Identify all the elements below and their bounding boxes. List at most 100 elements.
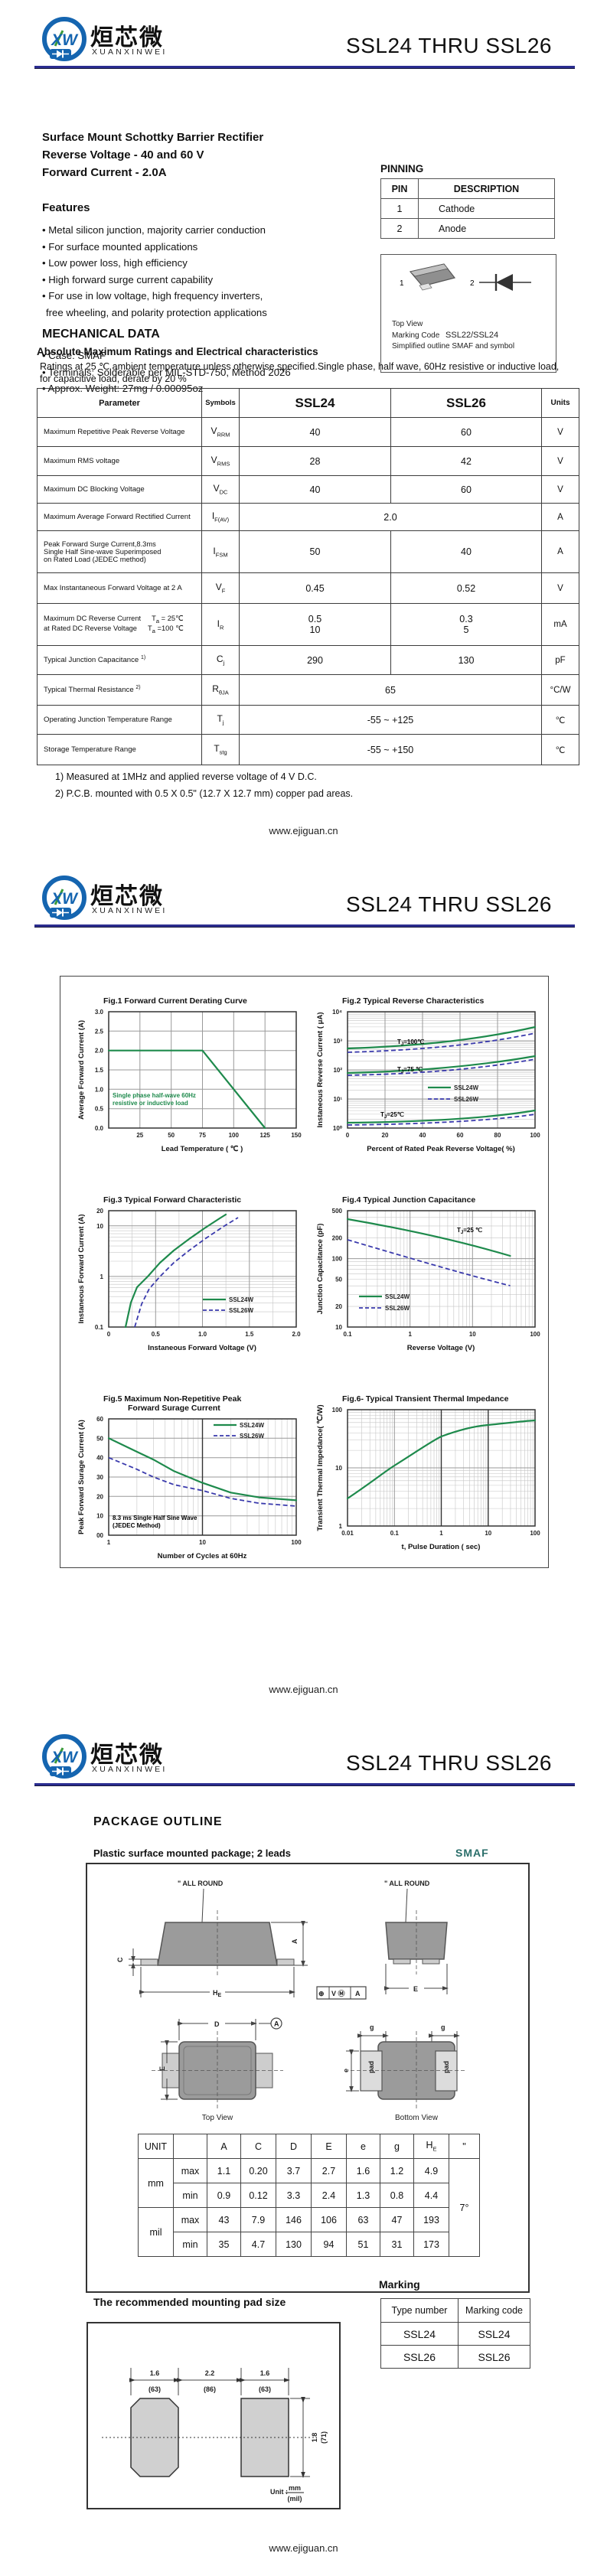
- svg-text:(mil): (mil): [288, 2495, 302, 2503]
- x-axis-label: Reverse Voltage (V): [407, 1344, 475, 1352]
- value-ssl26: 130: [390, 645, 542, 675]
- svg-text:A: A: [274, 2020, 279, 2028]
- plot-border: [347, 1409, 536, 1527]
- logo-green-accent: [54, 30, 64, 47]
- logo-chinese-name: 烜芯微: [90, 25, 164, 51]
- fig2-chart: TJ=100℃ TJ=75 ℃ TJ=25℃ SSL24W SSL26W 10⁴…: [316, 1009, 540, 1153]
- unit: V: [541, 417, 579, 447]
- pin-description: Anode: [418, 218, 555, 239]
- ssl26w-100c-curve: [347, 1032, 536, 1053]
- svg-text:mm: mm: [289, 2484, 301, 2492]
- outline-caption: Simplified outline SMAF and symbol: [392, 342, 515, 351]
- page-1: XW 烜芯微 XUANXINWEI SSL24 THRU SSL26 Surfa…: [0, 0, 607, 859]
- logo-english-name: XUANXINWEI: [92, 1765, 168, 1774]
- features-heading: Features: [42, 201, 90, 214]
- bottom-view-caption: Bottom View: [395, 2114, 439, 2122]
- table-row: Maximum Repetitive Peak Reverse Voltage …: [37, 417, 579, 447]
- unit: A: [541, 503, 579, 531]
- svg-text:60: 60: [96, 1416, 103, 1423]
- gridlines: [348, 1211, 535, 1327]
- headline: Surface Mount Schottky Barrier Rectifier…: [42, 129, 263, 181]
- svg-text:150: 150: [291, 1132, 302, 1139]
- pinning-col-description: DESCRIPTION: [418, 178, 555, 199]
- value-ssl24: 50: [239, 530, 391, 573]
- legend-ssl26w: SSL26W: [240, 1433, 264, 1440]
- dim-E: E: [311, 2134, 347, 2159]
- table-row: SSL26 SSL26: [380, 2345, 530, 2369]
- logo-english-name: XUANXINWEI: [92, 906, 168, 915]
- chart-annotation: 8.3 ms Single Half Sine Wave: [113, 1515, 197, 1521]
- marking-code-line: Marking Code SSL22/SSL24: [381, 331, 556, 340]
- footnote-1: 1) Measured at 1MHz and applied reverse …: [55, 771, 317, 782]
- value-ssl26: 0.3 5: [390, 603, 542, 646]
- figure-6: Fig.6- Typical Transient Thermal Impedan…: [313, 1394, 547, 1579]
- svg-text:0.1: 0.1: [390, 1530, 400, 1537]
- smd-package-drawing: [409, 263, 456, 291]
- y-axis-label: Average Forward Current (A): [77, 1020, 86, 1120]
- company-logo: XW: [42, 1734, 86, 1779]
- y-axis-label: Instaneous Forward Current (A): [77, 1214, 86, 1323]
- company-logo: XW: [42, 17, 86, 61]
- feature-item: • Metal silicon junction, majority carri…: [42, 224, 266, 236]
- unit: A: [541, 530, 579, 573]
- svg-text:100: 100: [332, 1256, 343, 1263]
- svg-text:500: 500: [332, 1208, 343, 1215]
- y-ticks: 60 50 40 30 20 10 00: [96, 1416, 103, 1539]
- table-row: mm max 1.1 0.20 3.7 2.7 1.6 1.2 4.9 7°: [138, 2158, 480, 2257]
- mechanical-data-heading: MECHANICAL DATA: [42, 328, 160, 341]
- x-ticks: 1 10 100: [107, 1539, 302, 1546]
- value-both: -55 ~ +125: [239, 705, 542, 735]
- x-ticks: 0.1 1 10 100: [343, 1331, 540, 1338]
- page-title: SSL24 THRU SSL26: [346, 1751, 552, 1775]
- col-parameter: Parameter: [37, 388, 202, 418]
- mech-item: • Case: SMAF: [42, 350, 106, 361]
- ssl24w-curve: [107, 1437, 298, 1502]
- y-ticks: 100 10 1: [332, 1407, 343, 1530]
- svg-text:125: 125: [260, 1132, 271, 1139]
- unit: ℃: [541, 734, 579, 765]
- unit: ℃: [541, 705, 579, 735]
- figure-1: Fig.1 Forward Current Derating Curve Sin…: [74, 996, 308, 1181]
- mounting-pad-heading: The recommended mounting pad size: [93, 2296, 286, 2308]
- figure-4: Fig.4 Typical Junction Capacitance TJ=25…: [313, 1195, 547, 1380]
- svg-text:100: 100: [291, 1539, 302, 1546]
- param: Maximum RMS voltage: [37, 446, 202, 476]
- marking-heading: Marking: [379, 2278, 420, 2291]
- svg-text:100: 100: [229, 1132, 240, 1139]
- ssl24w-75c-curve: [346, 1055, 537, 1074]
- svg-text:100: 100: [332, 1407, 343, 1414]
- plot-border: [108, 1011, 297, 1129]
- package-drawing-box: " ALL ROUND C A HE: [86, 1863, 530, 2293]
- chart-annotation: (JEDEC Method): [113, 1522, 161, 1529]
- svg-text:C: C: [116, 1957, 124, 1962]
- unit: °C/W: [541, 674, 579, 706]
- svg-text:Unit :: Unit :: [270, 2488, 288, 2496]
- ssl26w-curve: [108, 1456, 297, 1507]
- mech-item: • Terminals: Solderable per MIL-STD-750,…: [42, 366, 291, 378]
- symbol: VDC: [201, 475, 240, 504]
- figure-title-line2: Forward Surage Current: [128, 1404, 220, 1413]
- amr-heading: Absolute Maximum Ratings and Electrical …: [37, 346, 318, 357]
- temp-label-25: TJ=25 ℃: [457, 1227, 482, 1235]
- fig4-chart: TJ=25 ℃ SSL24W SSL26W 500 200 100 50 20 10 0.…: [316, 1208, 540, 1352]
- svg-text:0.1: 0.1: [343, 1331, 352, 1338]
- temp-label-100: TJ=100℃: [397, 1039, 424, 1047]
- dim-angle: ": [449, 2134, 480, 2159]
- footer-url: www.ejiguan.cn: [269, 2542, 338, 2554]
- dimensions-table: UNIT A C D E e g HE " mm max 1.1 0.20 3.7 2…: [138, 2134, 480, 2257]
- x-axis-label: Instaneous Forward Voltage (V): [148, 1344, 256, 1352]
- value-both: 2.0: [239, 503, 542, 531]
- top-view-caption: Top View: [202, 2114, 233, 2122]
- svg-text:g: g: [370, 2023, 374, 2031]
- svg-text:e: e: [342, 2069, 350, 2072]
- svg-text:⊕: ⊕: [318, 1990, 325, 1997]
- svg-text:20: 20: [382, 1132, 389, 1139]
- dim-A: A: [271, 1921, 308, 1967]
- y-axis-label: Peak Forward Surage Current (A): [77, 1420, 86, 1534]
- svg-text:1: 1: [439, 1530, 443, 1537]
- svg-text:0: 0: [107, 1331, 111, 1338]
- value-ssl26: 42: [390, 446, 542, 476]
- allround-leader: [201, 1888, 204, 1923]
- svg-text:10: 10: [335, 1324, 342, 1331]
- marking-code: SSL26: [458, 2345, 530, 2369]
